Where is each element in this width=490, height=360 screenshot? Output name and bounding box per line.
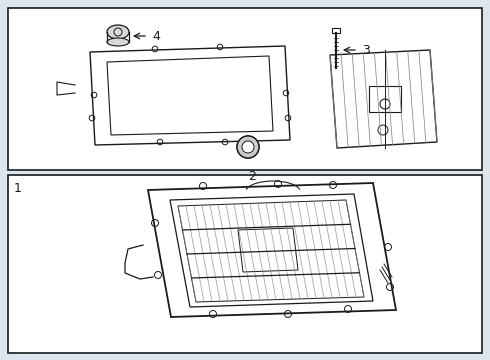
Text: 3: 3 [362,44,370,57]
Polygon shape [148,183,396,317]
Circle shape [242,141,254,153]
Bar [8,175,482,353]
Bar [332,28,340,33]
Bar [8,8,482,170]
Polygon shape [238,228,298,272]
Circle shape [237,136,259,158]
Text: 1: 1 [14,182,22,195]
Polygon shape [330,50,437,148]
Ellipse shape [107,38,129,46]
Bar [369,86,401,112]
Ellipse shape [107,25,129,39]
Text: 2: 2 [248,170,256,183]
Text: 4: 4 [152,30,160,42]
